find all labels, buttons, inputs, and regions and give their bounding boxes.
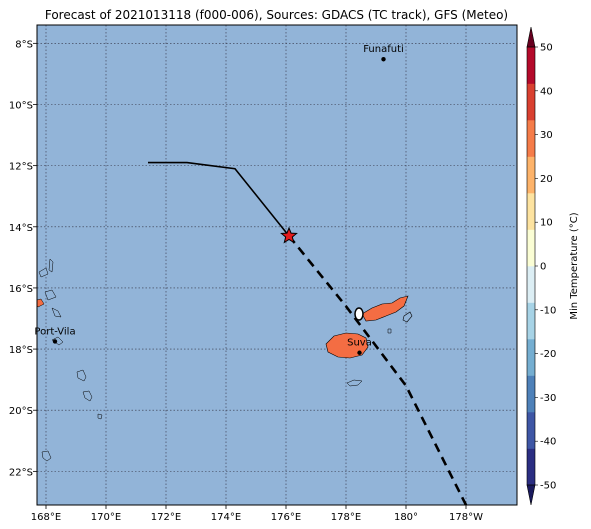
colorbar-tick-label: 40 [540, 86, 553, 97]
colorbar-segment [527, 193, 535, 230]
colorbar-top-arrow [526, 26, 536, 48]
graticule [37, 25, 517, 505]
colorbar-tick-label: 0 [540, 262, 546, 273]
y-tick-label: 12°S [9, 162, 33, 173]
x-tick-label: 176°E [271, 512, 301, 523]
fiji-vanua-levu [361, 295, 409, 322]
colorbar-segment [527, 156, 535, 194]
colorbar-tick-label: -40 [540, 437, 556, 448]
y-tick-label: 22°S [9, 467, 33, 478]
y-tick-label: 10°S [9, 100, 33, 111]
y-tick-label: 8°S [15, 39, 33, 50]
x-tick-label: 168°E [31, 512, 61, 523]
map-title: Forecast of 2021013118 (f000-006), Sourc… [44, 8, 509, 22]
colorbar-tick-label: 10 [540, 218, 553, 229]
city-label: Funafuti [363, 44, 404, 55]
colorbar-segment [527, 302, 535, 340]
colorbar: 50 40 30 20 10 0 -10 -20 -30 -40 -50 [526, 26, 556, 506]
fiji-viti-levu [325, 332, 369, 359]
colorbar-tick-label: -50 [540, 481, 556, 492]
colorbar-segment [527, 120, 535, 157]
colorbar-segment [527, 229, 535, 267]
colorbar-tick-label: -10 [540, 305, 556, 316]
x-tick-label: 178°E [331, 512, 361, 523]
colorbar-segment [527, 448, 535, 486]
x-tick-label: 170°E [91, 512, 121, 523]
city-label: Port-Vila [34, 326, 75, 337]
colorbar-tick-label: -20 [540, 349, 556, 360]
x-tick-label: 172°E [151, 512, 181, 523]
colorbar-label: Min Temperature (°C) [569, 212, 580, 319]
colorbar-tick-label: -30 [540, 393, 556, 404]
star-icon [280, 226, 298, 244]
y-tick-label: 18°S [9, 345, 33, 356]
city-dot [52, 339, 58, 344]
track-past-line [148, 161, 290, 237]
x-tick-label: 178°W [449, 512, 483, 523]
track-loop-marker [354, 307, 364, 321]
x-tick-label: 174°E [211, 512, 241, 523]
colorbar-tick-label: 30 [540, 130, 553, 141]
y-tick-label: 20°S [9, 406, 33, 417]
colorbar-tick-label: 20 [540, 174, 553, 185]
colorbar-tick-label: 50 [540, 43, 553, 54]
city-dot [381, 57, 386, 62]
track-forecast-line [287, 235, 468, 505]
colorbar-segment [527, 375, 535, 413]
land-masses [37, 258, 413, 462]
city-dot [357, 350, 362, 355]
colorbar-bottom-arrow [526, 484, 536, 506]
fiji-taveuni [402, 311, 413, 323]
city-markers: Funafuti Port-Vila Suva [34, 44, 404, 355]
x-tick-label: 180° [394, 512, 418, 523]
vanuatu-islands [38, 258, 103, 462]
colorbar-segment [527, 266, 535, 303]
colorbar-segment [527, 339, 535, 376]
map-frame [36, 24, 518, 506]
colorbar-segment [527, 412, 535, 449]
cyclone-track [148, 161, 468, 505]
y-tick-label: 16°S [9, 284, 33, 295]
axis-tick-labels: 168°E 170°E 172°E 174°E 176°E 178°E 180° 178°W 8… [9, 39, 483, 523]
city-label: Suva [347, 338, 372, 349]
fiji-small-islands [346, 328, 392, 387]
y-tick-label: 14°S [9, 223, 33, 234]
ocean-background [37, 25, 517, 505]
colorbar-segment [527, 83, 535, 121]
vanuatu-espiritu-santo [37, 298, 45, 308]
colorbar-segment [527, 47, 535, 84]
